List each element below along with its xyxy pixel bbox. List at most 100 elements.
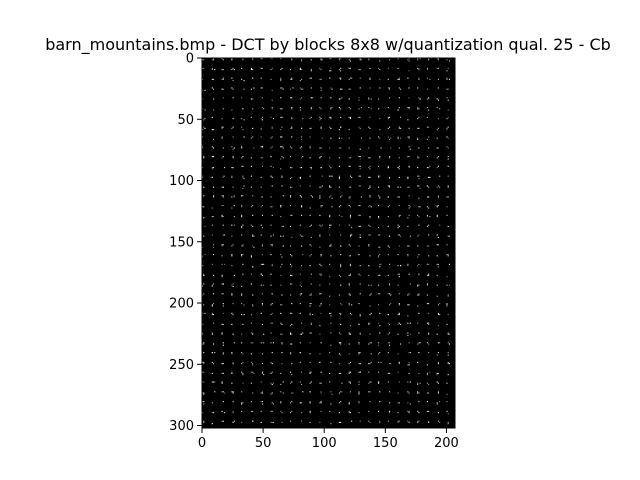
coefficient-point — [340, 196, 342, 198]
coefficient-point — [261, 58, 263, 60]
coefficient-point — [280, 284, 282, 286]
coefficient-point — [222, 69, 224, 71]
coefficient-point — [417, 108, 419, 110]
coefficient-point — [418, 284, 420, 286]
coefficient-point — [426, 294, 428, 296]
coefficient-point — [397, 392, 399, 394]
coefficient-point — [320, 265, 322, 267]
coefficient-point — [202, 371, 204, 373]
coefficient-point — [291, 266, 293, 268]
coefficient-point — [379, 129, 381, 131]
coefficient-point — [349, 116, 351, 118]
coefficient-point — [250, 137, 252, 139]
coefficient-point — [321, 137, 323, 139]
coefficient-point — [359, 225, 361, 227]
coefficient-point — [436, 167, 438, 169]
coefficient-point — [301, 333, 303, 335]
coefficient-point — [408, 304, 410, 306]
coefficient-point — [368, 274, 370, 276]
coefficient-point — [389, 372, 391, 374]
coefficient-point — [348, 224, 350, 226]
coefficient-point — [211, 381, 213, 383]
coefficient-point — [253, 235, 255, 237]
coefficient-point — [389, 293, 391, 295]
coefficient-point — [340, 333, 342, 335]
coefficient-point — [338, 421, 340, 423]
coefficient-point — [260, 136, 262, 138]
coefficient-point — [224, 392, 226, 394]
coefficient-point — [447, 158, 449, 160]
coefficient-point — [202, 256, 204, 258]
coefficient-point — [407, 225, 409, 227]
coefficient-point — [419, 58, 421, 60]
coefficient-point — [211, 312, 213, 314]
coefficient-point — [389, 186, 391, 188]
y-tick-label: 200 — [169, 297, 194, 312]
coefficient-point — [380, 263, 382, 265]
coefficient-point — [250, 67, 252, 69]
coefficient-point — [379, 401, 381, 403]
coefficient-point — [368, 59, 370, 61]
coefficient-point — [426, 401, 428, 403]
coefficient-point — [213, 147, 215, 149]
coefficient-point — [232, 391, 234, 393]
coefficient-point — [271, 99, 273, 101]
coefficient-point — [213, 314, 215, 316]
coefficient-point — [204, 127, 206, 129]
y-tick-label: 100 — [169, 174, 194, 189]
coefficient-point — [291, 312, 293, 314]
coefficient-point — [446, 410, 448, 412]
coefficient-point — [290, 88, 292, 90]
coefficient-point — [290, 245, 292, 247]
coefficient-point — [349, 216, 351, 218]
coefficient-point — [290, 402, 292, 404]
coefficient-point — [221, 118, 223, 120]
coefficient-point — [348, 332, 350, 334]
coefficient-point — [446, 127, 448, 129]
coefficient-point — [281, 352, 283, 354]
coefficient-point — [358, 363, 360, 365]
coefficient-point — [400, 235, 402, 237]
coefficient-point — [369, 255, 371, 257]
coefficient-point — [408, 364, 410, 366]
coefficient-point — [291, 255, 293, 257]
coefficient-point — [409, 352, 411, 354]
coefficient-point — [301, 59, 303, 61]
coefficient-point — [261, 304, 263, 306]
coefficient-point — [320, 273, 322, 275]
coefficient-point — [270, 224, 272, 226]
coefficient-point — [222, 391, 224, 393]
coefficient-point — [213, 109, 215, 111]
coefficient-point — [242, 129, 244, 131]
coefficient-point — [417, 285, 419, 287]
coefficient-point — [280, 136, 282, 138]
coefficient-point — [231, 196, 233, 198]
coefficient-point — [221, 410, 223, 412]
coefficient-point — [211, 78, 213, 80]
coefficient-point — [340, 108, 342, 110]
coefficient-point — [252, 205, 254, 207]
coefficient-point — [447, 295, 449, 297]
coefficient-point — [299, 109, 301, 111]
coefficient-point — [221, 195, 223, 197]
coefficient-point — [271, 410, 273, 412]
coefficient-point — [242, 58, 244, 60]
coefficient-point — [211, 67, 213, 69]
coefficient-point — [280, 391, 282, 393]
coefficient-point — [370, 293, 372, 295]
coefficient-point — [270, 78, 272, 80]
coefficient-point — [348, 197, 350, 199]
coefficient-point — [436, 107, 438, 109]
coefficient-point — [310, 283, 312, 285]
coefficient-point — [389, 88, 391, 90]
coefficient-point — [214, 391, 216, 393]
coefficient-point — [231, 59, 233, 61]
coefficient-point — [202, 343, 204, 345]
coefficient-point — [211, 402, 213, 404]
coefficient-point — [211, 412, 213, 414]
coefficient-point — [241, 293, 243, 295]
coefficient-point — [309, 305, 311, 307]
coefficient-point — [378, 98, 380, 100]
coefficient-point — [224, 263, 226, 265]
coefficient-point — [358, 185, 360, 187]
